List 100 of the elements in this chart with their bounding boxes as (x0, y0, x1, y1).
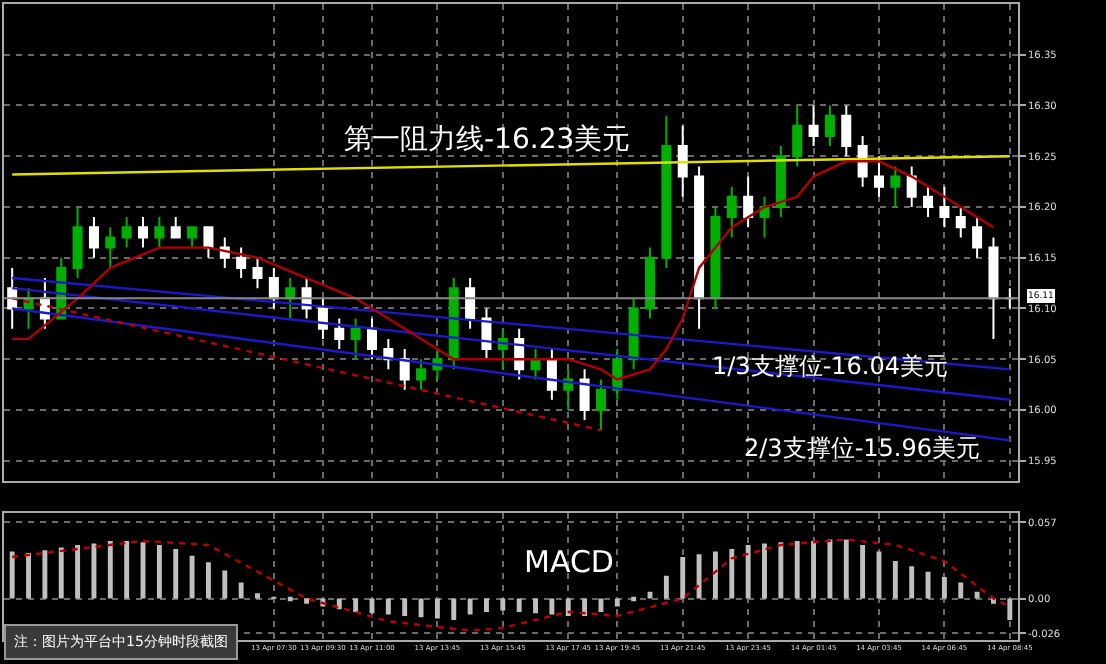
bar (843, 539, 849, 599)
candlestick (154, 216, 165, 249)
candlestick (972, 216, 983, 259)
candlestick (824, 104, 835, 148)
annotation: MACD (524, 544, 614, 580)
bar (124, 540, 130, 599)
candlestick (187, 226, 198, 249)
bar (827, 539, 833, 599)
bar (75, 544, 81, 599)
bar (582, 598, 588, 616)
candlestick (645, 246, 656, 320)
bar (189, 555, 195, 599)
candlestick (465, 277, 476, 330)
line-series (10, 160, 995, 381)
bar (745, 544, 751, 599)
candlestick (252, 256, 263, 290)
candlestick (138, 216, 149, 249)
bar (533, 598, 538, 614)
bar (9, 551, 15, 599)
bar (173, 548, 179, 599)
candlestick (530, 348, 541, 381)
bar (974, 591, 980, 599)
candlestick (285, 277, 296, 320)
bar (680, 556, 686, 599)
candlestick (759, 195, 770, 239)
candlestick (416, 358, 427, 391)
bar (762, 543, 767, 599)
bar (205, 562, 211, 599)
bar (941, 577, 947, 599)
bar (778, 542, 784, 599)
bar (860, 544, 866, 599)
candlestick (841, 104, 852, 158)
candlestick (661, 114, 672, 269)
line-series (10, 538, 1012, 632)
bar (42, 550, 48, 599)
candlestick (939, 185, 950, 229)
bar (238, 582, 244, 599)
candlestick (334, 317, 345, 351)
bar (484, 598, 489, 612)
candlestick (710, 205, 721, 310)
annotation: 第一阻力线-16.23美元 (344, 124, 631, 156)
bar (712, 551, 718, 599)
bar (156, 544, 162, 599)
bar (58, 547, 64, 599)
bar (26, 552, 31, 599)
candlestick (88, 216, 99, 259)
bar (811, 540, 817, 599)
annotation: 2/3支撑位-15.96美元 (744, 434, 980, 462)
candlestick (366, 317, 377, 361)
bar (287, 596, 293, 602)
bar (614, 598, 620, 607)
bar (892, 561, 898, 599)
bar (434, 598, 440, 619)
candlestick (923, 185, 934, 219)
candlestick (203, 226, 214, 259)
candlestick (906, 165, 917, 208)
bar (222, 570, 228, 599)
bar (467, 598, 473, 615)
bar (418, 598, 424, 618)
bar (516, 598, 522, 612)
bar (909, 566, 915, 599)
bar (304, 598, 310, 604)
candlestick (743, 175, 754, 229)
bar (402, 598, 408, 616)
candlestick (595, 378, 606, 432)
bar (500, 598, 506, 611)
bar (1007, 598, 1013, 620)
candlestick (808, 104, 819, 148)
candlestick (546, 348, 557, 401)
candlestick (579, 368, 590, 422)
bar (549, 598, 555, 615)
bar (385, 598, 391, 615)
bar (663, 575, 669, 599)
candlestick (988, 236, 999, 340)
candlestick (317, 297, 328, 340)
bar (565, 598, 571, 616)
candlestick (873, 155, 884, 198)
candlestick (236, 246, 247, 280)
bar (696, 554, 702, 599)
bar (794, 540, 800, 599)
bar (729, 548, 735, 599)
candlestick (121, 216, 132, 249)
bar (925, 571, 931, 599)
candlestick (350, 317, 361, 361)
bar (107, 540, 113, 599)
candlestick (268, 266, 279, 310)
candlestick (399, 348, 410, 391)
candlestick (890, 165, 901, 208)
candlestick (677, 124, 688, 198)
bar (336, 598, 342, 610)
candlestick (792, 104, 803, 168)
bar (631, 596, 637, 602)
candlestick (726, 185, 737, 239)
bar (958, 582, 964, 599)
candlestick (955, 205, 966, 239)
bar (255, 593, 260, 599)
candlestick (694, 165, 705, 330)
bar (353, 598, 359, 612)
candlestick (105, 226, 116, 269)
candlestick (170, 216, 181, 239)
